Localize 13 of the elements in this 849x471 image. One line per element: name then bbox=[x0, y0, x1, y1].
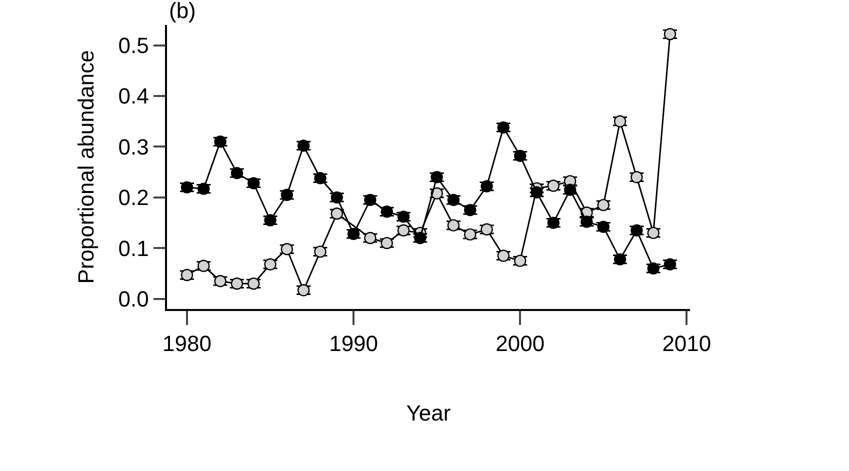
y-tick-label: 0.3 bbox=[118, 134, 149, 160]
x-tick-label: 2000 bbox=[496, 331, 545, 356]
x-tick-label: 1980 bbox=[162, 331, 212, 356]
y-tick-label: 0.5 bbox=[118, 32, 149, 58]
y-tick-label: 0.0 bbox=[118, 286, 149, 312]
y-tick-label: 0.1 bbox=[118, 236, 149, 261]
x-tick-label: 1990 bbox=[329, 331, 378, 356]
x-tick-label: 2010 bbox=[662, 331, 712, 356]
y-tick-label: 0.2 bbox=[118, 185, 149, 210]
y-tick-label: 0.4 bbox=[118, 84, 149, 109]
x-axis-title: Year bbox=[406, 400, 451, 426]
chart-title: (b) bbox=[169, 0, 196, 23]
y-axis-title: Proportional abundance bbox=[74, 50, 99, 284]
